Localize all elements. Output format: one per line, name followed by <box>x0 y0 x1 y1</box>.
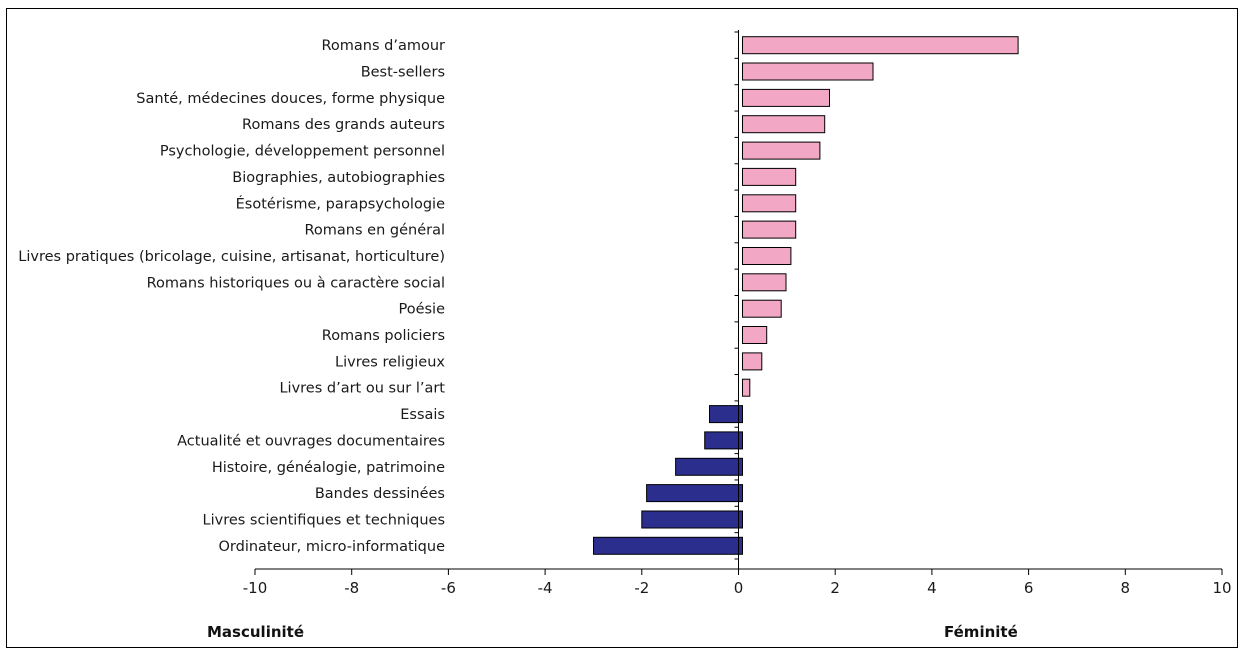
bar-18 <box>646 484 743 503</box>
x-tick-label: 2 <box>830 579 840 597</box>
axes-group <box>254 30 1223 575</box>
bar-10 <box>742 273 787 292</box>
bar-13 <box>742 352 763 371</box>
bar-8 <box>742 220 797 239</box>
bars-group <box>593 36 1019 555</box>
category-labels: Romans d’amour Best-sellers Santé, médecin… <box>18 38 445 555</box>
bar-6 <box>742 167 797 186</box>
bar-19 <box>641 510 743 529</box>
category-label: Romans des grands auteurs <box>242 117 445 133</box>
category-label: Livres scientifiques et techniques <box>203 513 445 529</box>
bar-1 <box>742 36 1019 55</box>
bar-7 <box>742 194 797 213</box>
bar-5 <box>742 141 821 160</box>
bar-4 <box>742 115 826 134</box>
category-label: Romans en général <box>305 223 446 239</box>
category-label: Histoire, généalogie, patrimoine <box>212 460 445 476</box>
category-label: Biographies, autobiographies <box>232 170 445 186</box>
bar-12 <box>742 326 768 344</box>
category-label: Psychologie, développement personnel <box>160 144 445 160</box>
category-label: Romans policiers <box>322 328 445 344</box>
category-label: Livres d’art ou sur l’art <box>279 381 445 397</box>
bar-17 <box>675 457 743 476</box>
x-tick-label: -2 <box>634 579 649 597</box>
bar-16 <box>704 431 744 450</box>
x-tick-label: -4 <box>538 579 553 597</box>
category-label: Bandes dessinées <box>315 486 445 502</box>
category-label: Poésie <box>398 302 445 318</box>
tick-labels: -10 -8 -6 -4 -2 0 2 4 6 8 10 <box>243 579 1232 597</box>
category-label: Romans d’amour <box>321 38 445 54</box>
category-label: Essais <box>400 407 445 423</box>
masculinity-label: Masculinité <box>207 623 304 641</box>
x-tick-label: -10 <box>243 579 268 597</box>
bar-3 <box>742 88 830 107</box>
chart-frame <box>6 8 1238 648</box>
category-label: Santé, médecines douces, forme physique <box>136 91 445 107</box>
bar-14 <box>742 378 751 397</box>
bar-9 <box>742 247 792 265</box>
category-label: Actualité et ouvrages documentaires <box>177 433 445 449</box>
x-tick-label: -6 <box>441 579 456 597</box>
femininity-label: Féminité <box>944 623 1018 641</box>
bar-2 <box>742 62 874 81</box>
category-label: Ésotérisme, parapsychologie <box>236 195 445 212</box>
x-tick-label: -8 <box>344 579 359 597</box>
category-label: Livres religieux <box>335 354 445 370</box>
x-tick-label: 6 <box>1024 579 1034 597</box>
x-tick-label: 0 <box>734 579 744 597</box>
bar-15 <box>709 405 743 424</box>
category-label: Best-sellers <box>361 65 445 81</box>
x-tick-label: 10 <box>1212 579 1231 597</box>
x-tick-label: 4 <box>927 579 937 597</box>
bar-20 <box>593 536 743 555</box>
category-label: Romans historiques ou à caractère social <box>147 275 445 291</box>
bar-11 <box>742 299 782 318</box>
x-tick-label: 8 <box>1121 579 1131 597</box>
category-label: Ordinateur, micro-informatique <box>219 539 446 555</box>
category-label: Livres pratiques (bricolage, cuisine, ar… <box>18 249 445 265</box>
